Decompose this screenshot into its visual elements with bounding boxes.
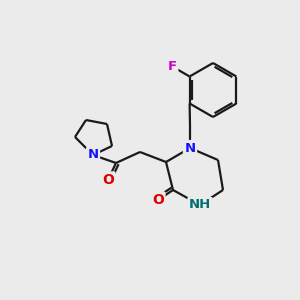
Text: O: O (152, 193, 164, 207)
Text: F: F (168, 60, 177, 73)
Text: O: O (102, 173, 114, 187)
Text: NH: NH (189, 199, 211, 212)
Text: N: N (87, 148, 99, 161)
Text: N: N (184, 142, 196, 154)
